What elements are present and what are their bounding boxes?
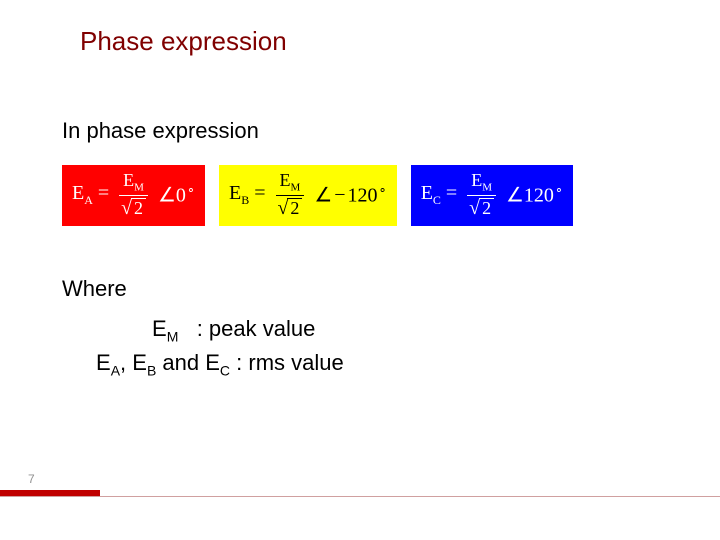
equation-box-c: EC = EM √2 ∠120∘ [411, 165, 573, 226]
eqA-num-base: E [123, 170, 134, 190]
eqC-num-base: E [471, 170, 482, 190]
equation-c: EC = EM √2 ∠120∘ [421, 171, 563, 218]
equation-box-b: EB = EM √2 ∠−120∘ [219, 165, 397, 226]
def-rms-s2: E [132, 350, 147, 375]
eqB-num-sub: M [291, 182, 301, 194]
equation-row: EA = EM √2 ∠0∘ EB = EM √2 ∠−120∘ EC = [62, 165, 573, 226]
def-peak-text: : peak value [197, 316, 316, 341]
eqA-fraction: EM √2 [119, 171, 148, 218]
def-rms-mid: and [156, 350, 205, 375]
def-rms-s2s: B [147, 362, 156, 378]
footer-accent [0, 490, 100, 496]
eqB-num-base: E [280, 170, 291, 190]
eqB-lhs-base: E [229, 182, 241, 204]
page-number: 7 [28, 472, 35, 486]
slide-title: Phase expression [80, 26, 287, 57]
eqC-fraction: EM √2 [467, 171, 496, 218]
eqC-num-sub: M [482, 182, 492, 194]
eqA-radicand: 2 [131, 198, 146, 218]
where-label: Where [62, 276, 127, 302]
degree-icon: ∘ [379, 182, 387, 197]
def-rms-text: : rms value [230, 350, 344, 375]
eqB-angle-val: 120 [348, 184, 378, 206]
def-rms-s1s: A [111, 362, 120, 378]
eqA-lhs-sub: A [84, 193, 93, 207]
eqC-lhs-base: E [421, 182, 433, 204]
def-rms-c1: , [120, 350, 132, 375]
definition-peak: EM : peak value [152, 316, 315, 344]
def-rms-s3: E [205, 350, 220, 375]
eqC-angle: ∠120∘ [506, 182, 563, 208]
eqA-angle: ∠0∘ [158, 182, 195, 208]
eqB-neg: − [334, 184, 345, 206]
def-rms-s1: E [96, 350, 111, 375]
degree-icon: ∘ [555, 182, 563, 197]
def-peak-sub: M [167, 328, 179, 344]
eqB-radicand: 2 [287, 198, 302, 218]
eqB-lhs-sub: B [241, 193, 249, 207]
subtitle: In phase expression [62, 118, 259, 144]
slide: Phase expression In phase expression EA … [0, 0, 720, 540]
def-rms-s3s: C [220, 362, 230, 378]
equation-b: EB = EM √2 ∠−120∘ [229, 171, 387, 218]
def-peak-sym: E [152, 316, 167, 341]
eqA-num-sub: M [134, 182, 144, 194]
eqB-angle: ∠−120∘ [314, 182, 386, 208]
eqA-lhs-base: E [72, 182, 84, 204]
equation-a: EA = EM √2 ∠0∘ [72, 171, 195, 218]
eqC-lhs-sub: C [433, 193, 441, 207]
footer-divider [0, 496, 720, 497]
eqC-radicand: 2 [479, 198, 494, 218]
equation-box-a: EA = EM √2 ∠0∘ [62, 165, 205, 226]
eqA-angle-val: 0 [176, 184, 186, 206]
degree-icon: ∘ [187, 182, 195, 197]
eqB-fraction: EM √2 [276, 171, 305, 218]
definition-rms: EA, EB and EC : rms value [96, 350, 344, 378]
eqC-angle-val: 120 [524, 184, 554, 206]
